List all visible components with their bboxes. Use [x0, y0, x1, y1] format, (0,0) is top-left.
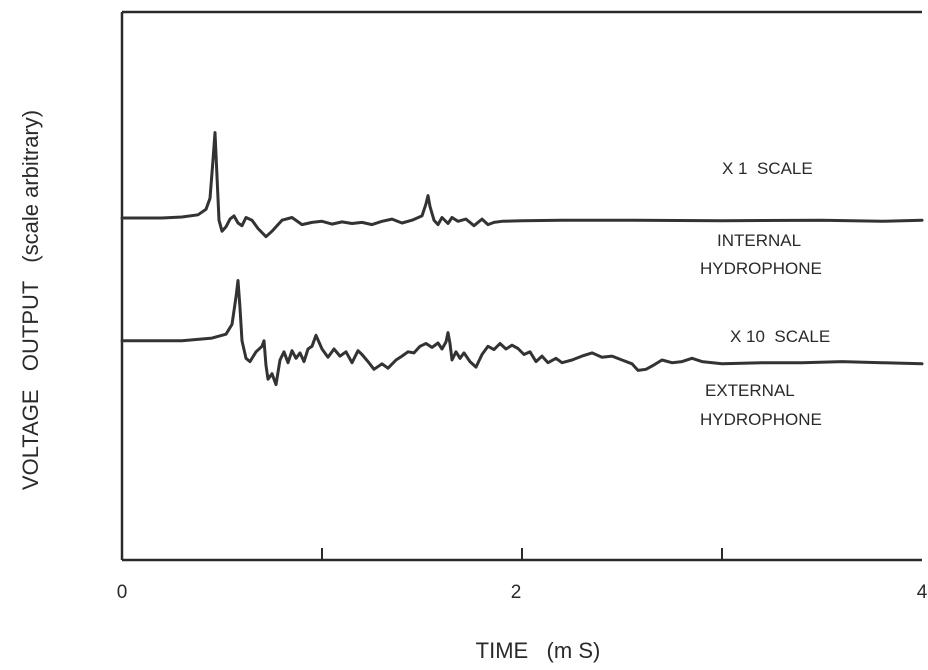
x-tick-label-0: 0: [117, 582, 128, 603]
tick-marks: [321, 548, 723, 560]
x-tick-label-4: 4: [917, 582, 928, 603]
annotation-external: EXTERNAL: [705, 381, 795, 400]
annotation-external-hydrophone: HYDROPHONE: [700, 410, 822, 429]
x-tick-label-2: 2: [511, 582, 522, 603]
series-line-external-hydrophone: [120, 279, 924, 387]
series-group: [120, 131, 924, 387]
annotation-x1-scale: X 1 SCALE: [722, 159, 813, 178]
annotation-x10-scale: X 10 SCALE: [730, 327, 830, 346]
annotation-internal-hydrophone: HYDROPHONE: [700, 259, 822, 278]
series-line-internal-hydrophone: [120, 131, 924, 239]
y-axis-label: VOLTAGE OUTPUT (scale arbitrary): [18, 110, 43, 490]
plot-axes: [120, 10, 922, 562]
x-axis-label: TIME (m S): [476, 638, 601, 663]
annotation-internal: INTERNAL: [717, 231, 801, 250]
